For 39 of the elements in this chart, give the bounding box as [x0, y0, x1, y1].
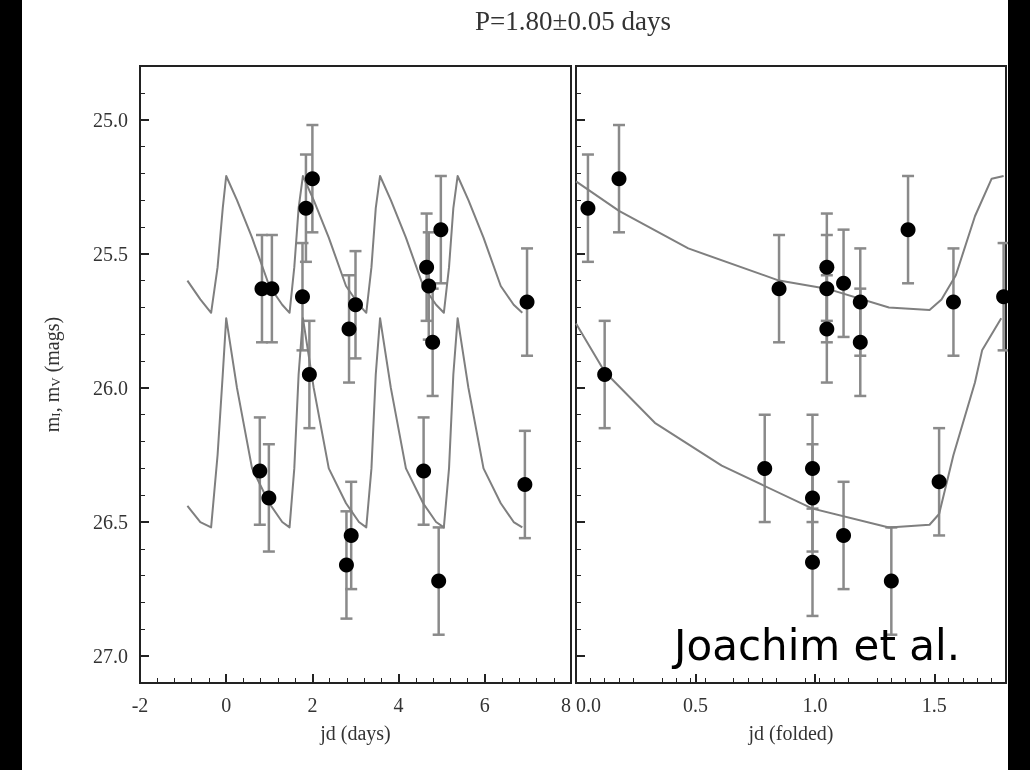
x-tick-label: 4: [393, 694, 404, 716]
x-tick-label: 6: [479, 694, 490, 716]
x-tick-label: 8: [561, 694, 571, 716]
y-axis-title: mI, mV (mags): [40, 316, 64, 433]
point: [341, 321, 357, 337]
point: [343, 527, 359, 543]
x-tick-label: 0.0: [576, 694, 601, 716]
x-tick-label: 0.5: [682, 694, 708, 716]
y-tick-label: 25.0: [93, 108, 128, 131]
y-tick-label: 25.5: [93, 242, 128, 265]
x-tick-label: 1.5: [921, 694, 947, 716]
point: [433, 222, 449, 238]
point: [252, 463, 268, 479]
x-axis-title: jd (days): [319, 722, 391, 745]
x-tick-label: 0: [221, 694, 232, 716]
x-tick-label: 2: [307, 694, 318, 716]
point: [517, 476, 533, 492]
point: [261, 490, 277, 506]
x-tick-label: 1.0: [802, 694, 828, 716]
point: [301, 367, 317, 382]
point: [519, 294, 535, 310]
point: [348, 297, 363, 313]
y-tick-label: 27.0: [93, 645, 128, 668]
x-axis-title: jd (folded): [747, 722, 834, 745]
point: [419, 259, 435, 275]
point: [298, 200, 314, 216]
point: [295, 289, 310, 305]
point: [421, 278, 437, 294]
y-tick-label: 26.0: [93, 376, 128, 399]
y-tick-label: 26.5: [93, 511, 128, 534]
point: [338, 557, 354, 573]
point: [425, 334, 441, 350]
annotation: Joachim et al.: [671, 620, 961, 670]
point: [304, 171, 320, 187]
point: [264, 281, 280, 297]
chart-title: P=1.80±0.05 days: [474, 6, 672, 37]
point: [431, 573, 447, 589]
point: [416, 463, 432, 479]
x-tick-label: -2: [131, 694, 149, 716]
